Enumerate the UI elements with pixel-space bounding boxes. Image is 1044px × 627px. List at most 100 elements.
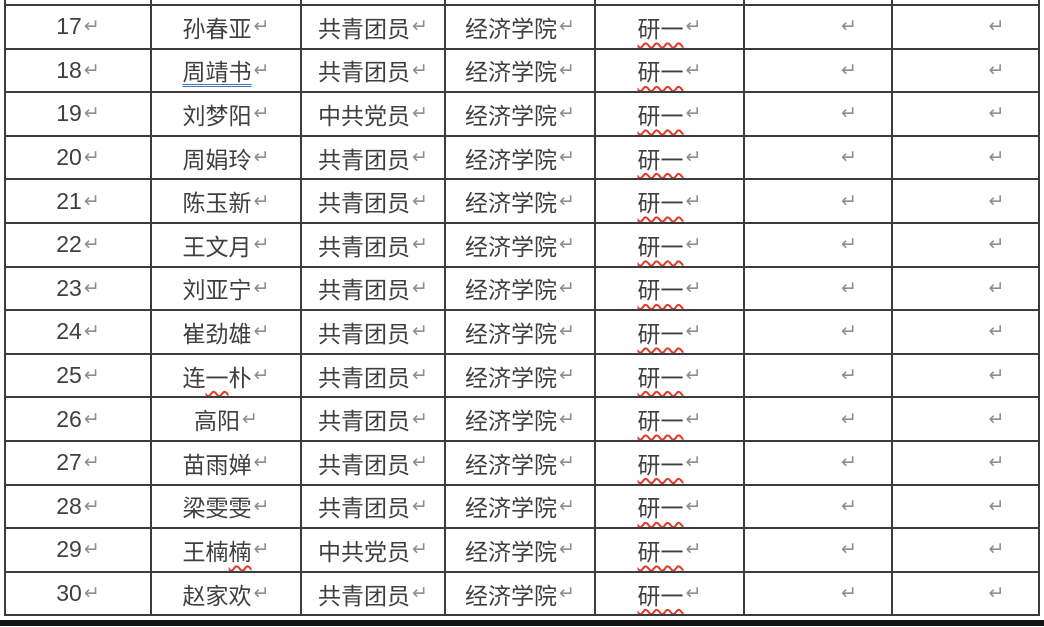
cell-name[interactable]: 苗雨婵 ↵	[152, 441, 302, 486]
cell-political-status[interactable]: 共青团员 ↵	[302, 572, 446, 617]
cell-empty[interactable]: ↵	[893, 136, 1040, 181]
cell-college[interactable]: 经济学院 ↵	[446, 485, 596, 530]
cell-college[interactable]: 经济学院 ↵	[446, 572, 596, 617]
cell-number[interactable]: 25 ↵	[4, 354, 152, 399]
cell-empty[interactable]: ↵	[745, 441, 893, 486]
cell-political-status[interactable]: 共青团员 ↵	[302, 49, 446, 94]
cell-empty[interactable]: ↵	[893, 354, 1040, 399]
paragraph-return-mark: ↵	[83, 539, 100, 561]
cell-college[interactable]: 经济学院 ↵	[446, 6, 596, 50]
cell-political-status[interactable]: 共青团员 ↵	[302, 398, 446, 442]
cell-empty[interactable]: ↵	[745, 136, 893, 181]
cell-empty[interactable]: ↵	[745, 398, 893, 442]
cell-grade[interactable]: 研一 ↵	[596, 398, 745, 442]
cell-name[interactable]: 连一朴 ↵	[152, 354, 302, 399]
cell-political-status[interactable]: 共青团员 ↵	[302, 441, 446, 486]
cell-name[interactable]: 陈玉新 ↵	[152, 180, 302, 224]
cell-name[interactable]: 王楠楠 ↵	[152, 529, 302, 573]
cell-empty[interactable]: ↵	[893, 529, 1040, 573]
cell-empty[interactable]: ↵	[745, 311, 893, 355]
cell-number[interactable]: 17 ↵	[4, 6, 152, 50]
paragraph-return-mark: ↵	[412, 147, 428, 169]
cell-political-status[interactable]: 共青团员 ↵	[302, 267, 446, 312]
cell-name[interactable]: 高阳 ↵	[152, 398, 302, 442]
cell-grade[interactable]: 研一 ↵	[596, 485, 745, 530]
cell-empty[interactable]: ↵	[745, 6, 893, 50]
cell-college[interactable]: 经济学院 ↵	[446, 136, 596, 181]
cell-name[interactable]: 王文月 ↵	[152, 223, 302, 268]
cell-number[interactable]: 30 ↵	[4, 572, 152, 617]
cell-empty[interactable]: ↵	[893, 267, 1040, 312]
cell-empty[interactable]: ↵	[745, 180, 893, 224]
cell-political-status[interactable]: 共青团员 ↵	[302, 485, 446, 530]
cell-empty[interactable]: ↵	[893, 441, 1040, 486]
cell-grade[interactable]: 研一 ↵	[596, 441, 745, 486]
cell-empty[interactable]: ↵	[745, 223, 893, 268]
cell-name[interactable]: 周靖书 ↵	[152, 49, 302, 94]
cell-name[interactable]: 崔劲雄 ↵	[152, 311, 302, 355]
cell-political-status[interactable]: 共青团员 ↵	[302, 223, 446, 268]
cell-political-status[interactable]: 共青团员 ↵	[302, 180, 446, 224]
cell-grade[interactable]: 研一 ↵	[596, 223, 745, 268]
cell-empty[interactable]: ↵	[893, 485, 1040, 530]
cell-number[interactable]: 24 ↵	[4, 311, 152, 355]
cell-grade[interactable]: 研一 ↵	[596, 529, 745, 573]
cell-college[interactable]: 经济学院 ↵	[446, 223, 596, 268]
cell-empty[interactable]: ↵	[745, 485, 893, 530]
cell-empty[interactable]: ↵	[745, 267, 893, 312]
cell-number[interactable]: 22 ↵	[4, 223, 152, 268]
cell-political-status[interactable]: 中共党员 ↵	[302, 93, 446, 137]
cell-political-status[interactable]: 共青团员 ↵	[302, 6, 446, 50]
cell-college[interactable]: 经济学院 ↵	[446, 311, 596, 355]
cell-name[interactable]: 周娟玲 ↵	[152, 136, 302, 181]
cell-empty[interactable]: ↵	[745, 572, 893, 617]
cell-political-status[interactable]: 共青团员 ↵	[302, 136, 446, 181]
cell-empty[interactable]: ↵	[893, 6, 1040, 50]
cell-empty[interactable]: ↵	[893, 223, 1040, 268]
cell-political-status[interactable]: 中共党员 ↵	[302, 529, 446, 573]
cell-name[interactable]: 梁雯雯 ↵	[152, 485, 302, 530]
cell-empty[interactable]: ↵	[893, 93, 1040, 137]
cell-empty[interactable]: ↵	[893, 398, 1040, 442]
cell-empty[interactable]: ↵	[893, 49, 1040, 94]
cell-name[interactable]: 刘梦阳 ↵	[152, 93, 302, 137]
cell-number[interactable]: 28 ↵	[4, 485, 152, 530]
cell-empty[interactable]: ↵	[893, 572, 1040, 617]
cell-college[interactable]: 经济学院 ↵	[446, 398, 596, 442]
cell-college[interactable]: 经济学院 ↵	[446, 93, 596, 137]
cell-college[interactable]: 经济学院 ↵	[446, 180, 596, 224]
cell-empty[interactable]: ↵	[745, 93, 893, 137]
cell-grade[interactable]: 研一 ↵	[596, 180, 745, 224]
cell-number[interactable]: 27 ↵	[4, 441, 152, 486]
cell-grade[interactable]: 研一 ↵	[596, 311, 745, 355]
cell-number[interactable]: 18 ↵	[4, 49, 152, 94]
cell-grade[interactable]: 研一 ↵	[596, 6, 745, 50]
cell-college[interactable]: 经济学院 ↵	[446, 49, 596, 94]
cell-grade[interactable]: 研一 ↵	[596, 354, 745, 399]
cell-college[interactable]: 经济学院 ↵	[446, 267, 596, 312]
cell-number[interactable]: 19 ↵	[4, 93, 152, 137]
cell-college[interactable]: 经济学院 ↵	[446, 529, 596, 573]
cell-college[interactable]: 经济学院 ↵	[446, 354, 596, 399]
cell-number[interactable]: 20 ↵	[4, 136, 152, 181]
cell-empty[interactable]: ↵	[893, 311, 1040, 355]
cell-name[interactable]: 刘亚宁 ↵	[152, 267, 302, 312]
cell-number[interactable]: 23 ↵	[4, 267, 152, 312]
cell-political-status[interactable]: 共青团员 ↵	[302, 354, 446, 399]
cell-college[interactable]: 经济学院 ↵	[446, 441, 596, 486]
cell-empty[interactable]: ↵	[745, 49, 893, 94]
cell-political-status[interactable]: 共青团员 ↵	[302, 311, 446, 355]
cell-name[interactable]: 孙春亚 ↵	[152, 6, 302, 50]
cell-empty[interactable]: ↵	[893, 180, 1040, 224]
cell-grade[interactable]: 研一 ↵	[596, 572, 745, 617]
cell-number[interactable]: 26 ↵	[4, 398, 152, 442]
cell-empty[interactable]: ↵	[745, 354, 893, 399]
cell-grade[interactable]: 研一 ↵	[596, 267, 745, 312]
cell-grade[interactable]: 研一 ↵	[596, 136, 745, 181]
cell-number[interactable]: 29 ↵	[4, 529, 152, 573]
cell-name[interactable]: 赵家欢 ↵	[152, 572, 302, 617]
cell-number[interactable]: 21 ↵	[4, 180, 152, 224]
cell-grade[interactable]: 研一 ↵	[596, 93, 745, 137]
cell-grade[interactable]: 研一 ↵	[596, 49, 745, 94]
cell-empty[interactable]: ↵	[745, 529, 893, 573]
